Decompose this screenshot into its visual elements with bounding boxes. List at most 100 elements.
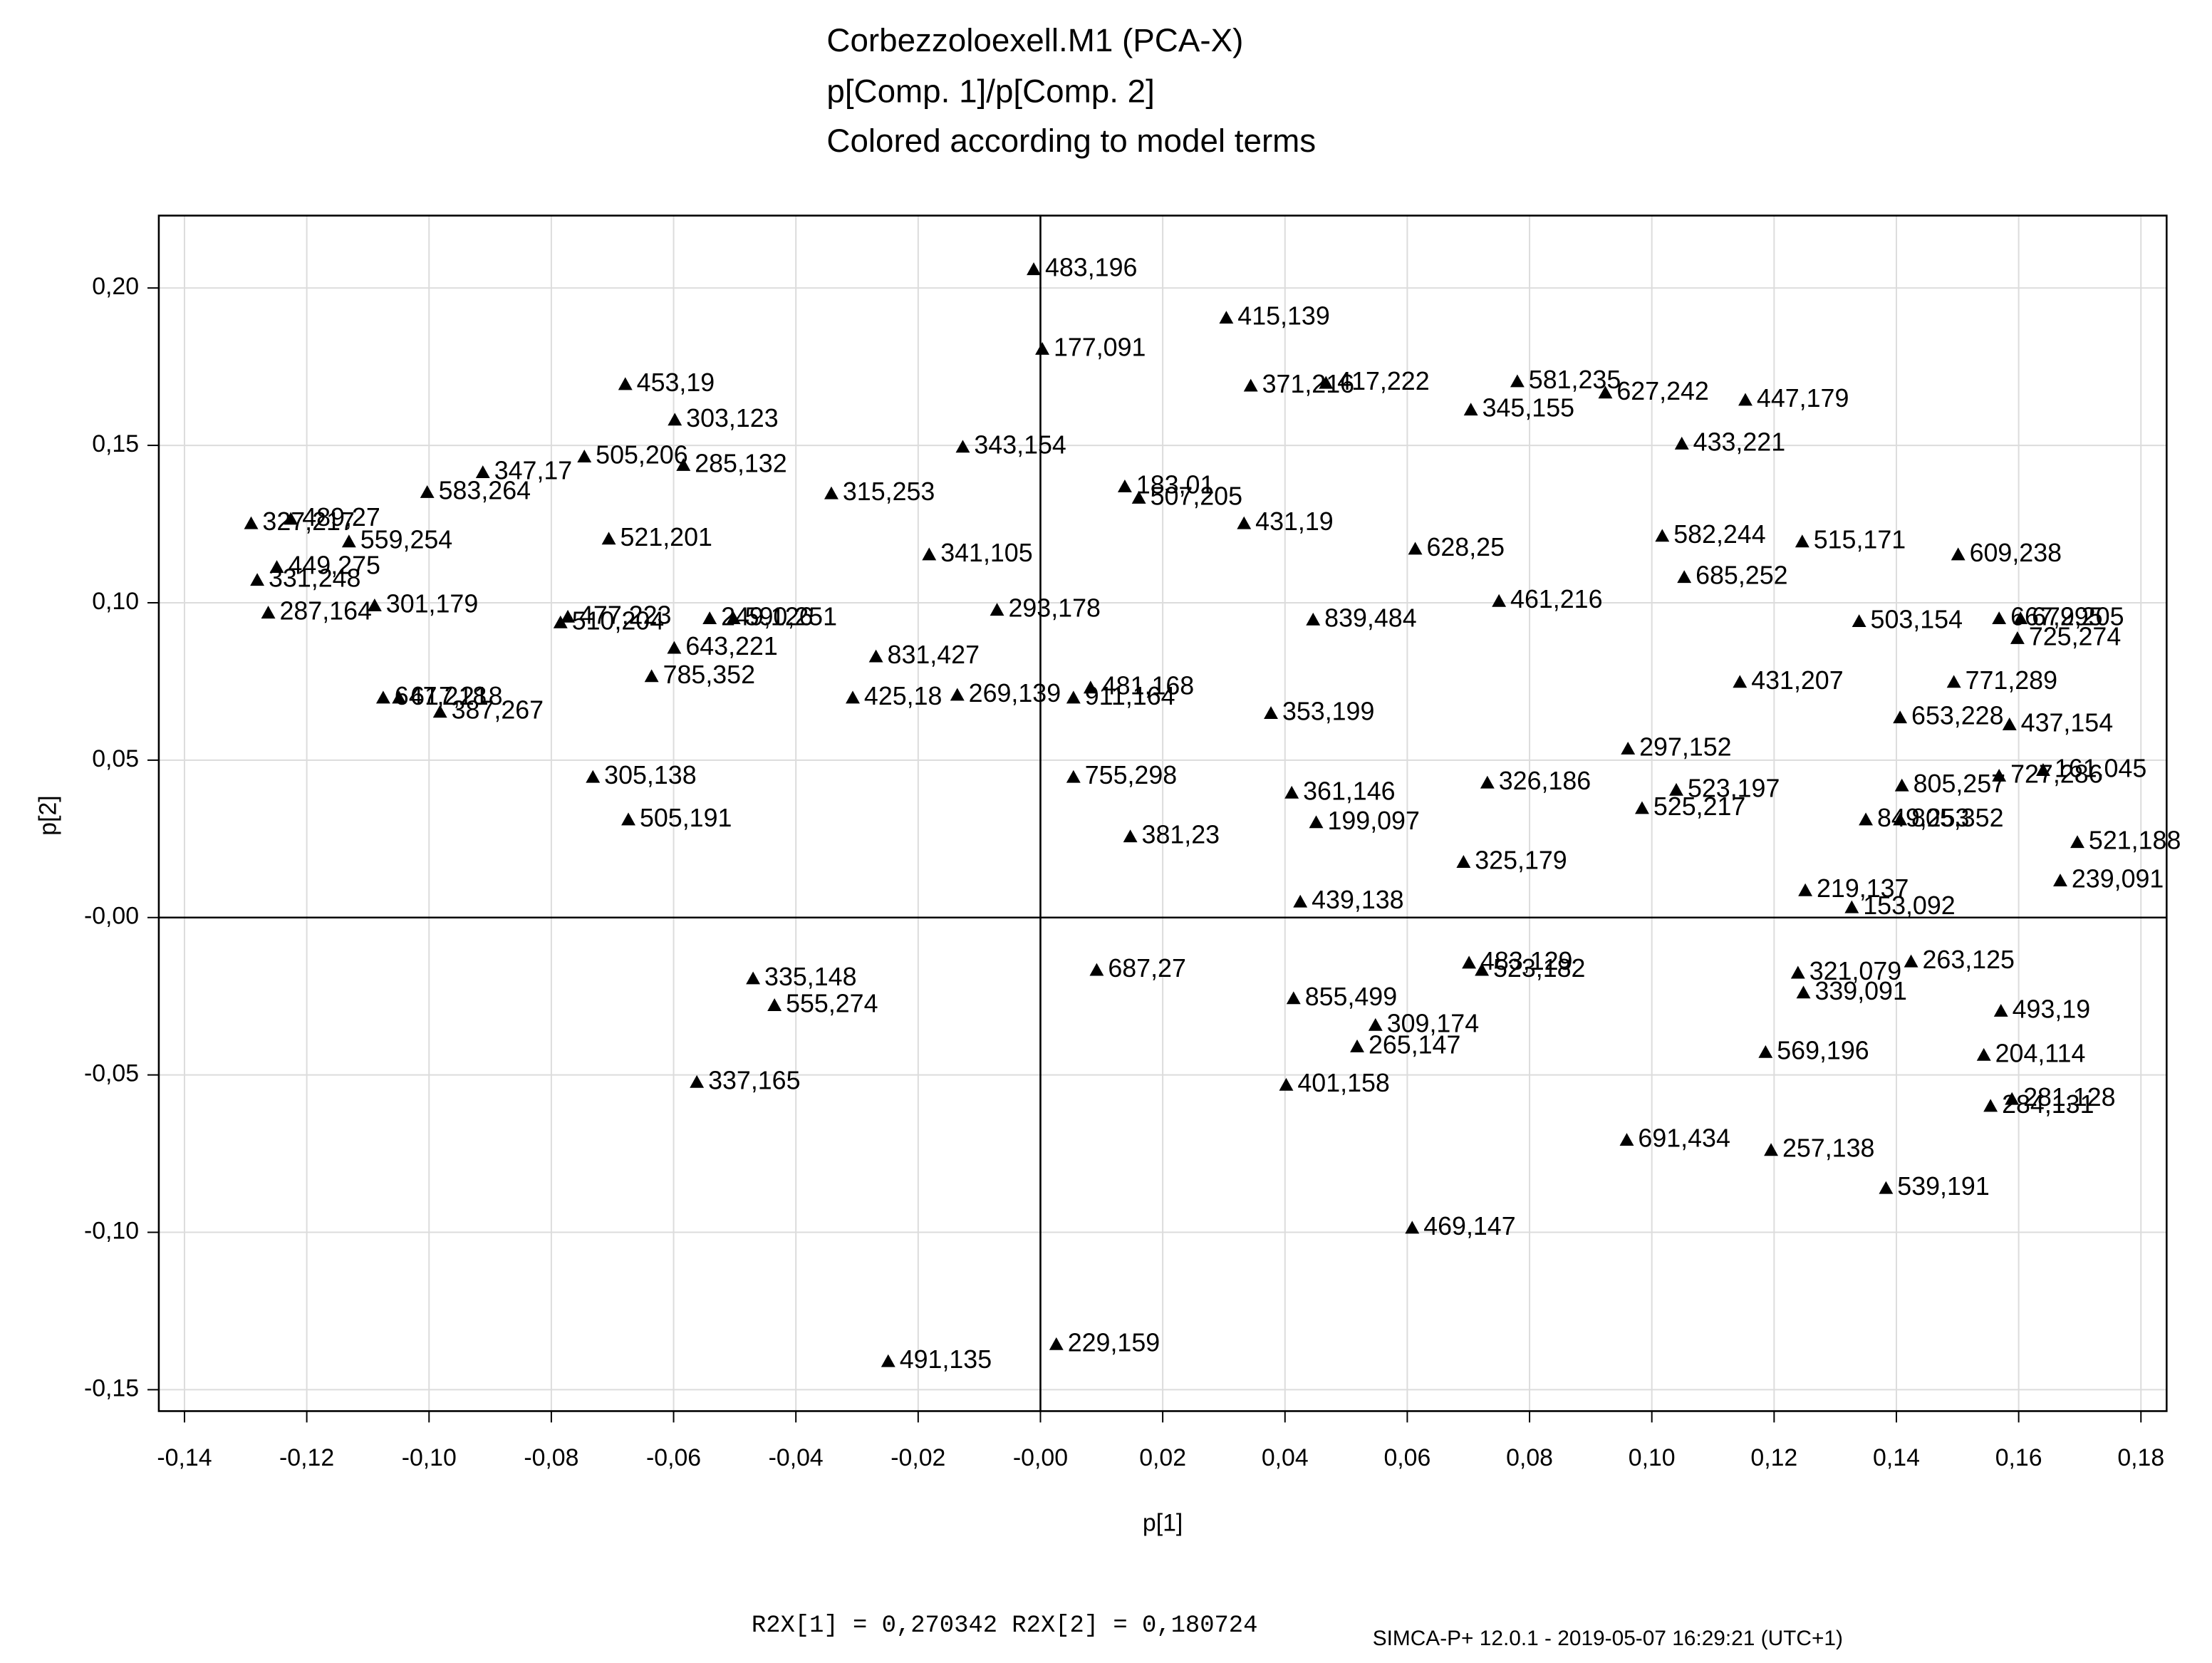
point-label: 321,079 <box>1809 957 1901 985</box>
point <box>1408 542 1423 555</box>
point <box>1049 1337 1064 1350</box>
point <box>1655 529 1670 542</box>
point-label: 297,152 <box>1639 732 1731 761</box>
x-tick-label: -0,12 <box>279 1444 334 1471</box>
point <box>367 598 382 611</box>
point <box>955 440 970 453</box>
point-label: 582,244 <box>1673 520 1765 549</box>
point <box>284 512 298 525</box>
point-label: 284,131 <box>2002 1090 2094 1119</box>
x-tick-label: -0,10 <box>402 1444 457 1471</box>
chart-title: Corbezzoloexell.M1 (PCA-X) <box>826 22 1243 58</box>
point <box>1795 534 1809 548</box>
point <box>1123 829 1138 843</box>
point <box>1293 894 1308 908</box>
plot-frame <box>157 214 2168 1412</box>
point-label: 199,097 <box>1327 807 1419 835</box>
point-label: 257,138 <box>1782 1134 1874 1163</box>
point-label: 483,129 <box>1480 947 1572 975</box>
point <box>1951 547 1966 561</box>
point <box>2035 763 2050 776</box>
point-label: 679,205 <box>2032 603 2124 631</box>
point-label: 281,128 <box>2023 1083 2115 1112</box>
point <box>618 377 633 390</box>
x-tick-label: 0,18 <box>2117 1444 2164 1471</box>
point-label: 785,352 <box>663 660 755 689</box>
point-label: 431,19 <box>1255 507 1334 536</box>
footer-software: SIMCA-P+ 12.0.1 - 2019-05-07 16:29:21 (U… <box>1373 1627 1843 1650</box>
point <box>261 606 276 619</box>
point <box>586 770 601 783</box>
point <box>1083 680 1098 694</box>
point <box>1904 954 1918 968</box>
point <box>1462 955 1477 969</box>
point-label: 489,27 <box>302 503 380 532</box>
point-label: 503,154 <box>1871 606 1963 634</box>
point-label: 627,242 <box>1616 377 1708 405</box>
point-label: 161,045 <box>2055 754 2146 782</box>
point-label: 523,182 <box>1493 954 1585 983</box>
point <box>1798 883 1813 896</box>
x-axis-label: p[1] <box>1143 1510 1183 1537</box>
y-tick-label: 0,10 <box>92 588 139 615</box>
point-label: 855,499 <box>1305 983 1397 1011</box>
point-label: 569,196 <box>1777 1036 1869 1064</box>
point-label: 371,216 <box>1262 370 1354 398</box>
point-label: 381,23 <box>1142 821 1220 849</box>
point <box>667 641 682 654</box>
point <box>1405 1221 1420 1234</box>
point-label: 303,123 <box>686 404 778 432</box>
point-label: 353,199 <box>1282 698 1374 726</box>
point-label: 521,201 <box>620 523 712 551</box>
point <box>1264 706 1278 719</box>
point-label: 301,179 <box>386 589 478 618</box>
point-label: 507,205 <box>1151 482 1242 510</box>
x-tick-label: 0,02 <box>1139 1444 1186 1471</box>
point <box>2002 717 2017 730</box>
point-label: 341,105 <box>940 539 1032 567</box>
x-tick-label: 0,04 <box>1262 1444 1309 1471</box>
point <box>375 690 390 704</box>
point-label: 343,154 <box>974 431 1066 460</box>
point-label: 335,148 <box>764 963 856 991</box>
point <box>1089 963 1104 976</box>
point-label: 449,275 <box>288 551 380 580</box>
x-tick-label: 0,12 <box>1750 1444 1797 1471</box>
point-label: 177,091 <box>1054 333 1146 361</box>
y-tick-label: -0,05 <box>84 1060 139 1087</box>
point-label: 265,147 <box>1369 1030 1460 1059</box>
point-label: 361,146 <box>1303 777 1395 805</box>
point <box>1619 1133 1634 1146</box>
x-tick-label: -0,02 <box>890 1444 945 1471</box>
y-tick-label: 0,15 <box>92 430 139 457</box>
point-label: 219,137 <box>1817 874 1909 903</box>
point <box>1284 785 1299 799</box>
point-label: 439,138 <box>1312 886 1403 914</box>
point <box>2070 835 2084 849</box>
point-label: 263,125 <box>1922 946 2014 974</box>
point-label: 239,091 <box>2072 865 2164 893</box>
point <box>1350 1039 1364 1052</box>
point <box>1669 782 1683 796</box>
chart-subtitle: Colored according to model terms <box>826 123 1316 159</box>
point <box>1237 516 1252 529</box>
point-label: 687,27 <box>1108 954 1186 983</box>
x-tick-label: 0,08 <box>1506 1444 1553 1471</box>
point-label: 609,238 <box>1970 539 2062 567</box>
point <box>2010 631 2025 644</box>
point-label: 229,159 <box>1068 1328 1160 1357</box>
x-tick-label: 0,10 <box>1629 1444 1676 1471</box>
point-label: 347,17 <box>494 457 573 485</box>
point-label: 331,248 <box>269 564 360 593</box>
point-label: 493,19 <box>2013 995 2091 1023</box>
point-label: 911,164 <box>1085 682 1175 710</box>
point <box>561 609 576 623</box>
point-label: 315,253 <box>843 477 935 506</box>
point-label: 525,217 <box>1653 792 1745 821</box>
point <box>881 1354 895 1367</box>
point-label: 305,138 <box>604 761 696 789</box>
point <box>341 534 356 548</box>
y-tick-label: 0,05 <box>92 745 139 772</box>
point <box>1879 1181 1894 1194</box>
point <box>1117 479 1132 492</box>
